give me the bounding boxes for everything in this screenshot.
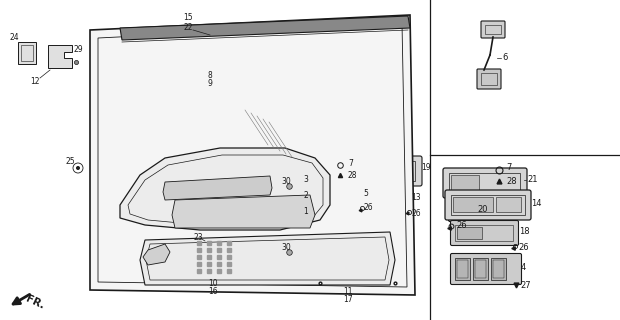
Bar xyxy=(473,258,488,280)
Bar xyxy=(207,154,253,170)
FancyBboxPatch shape xyxy=(443,168,527,198)
Bar xyxy=(308,216,326,226)
FancyBboxPatch shape xyxy=(323,156,422,186)
Bar xyxy=(449,173,520,193)
FancyBboxPatch shape xyxy=(448,198,476,221)
Text: 20: 20 xyxy=(477,205,487,214)
Text: 22: 22 xyxy=(184,22,193,31)
Bar xyxy=(365,190,410,220)
Text: 6: 6 xyxy=(502,53,507,62)
Bar xyxy=(306,214,328,228)
Text: 25: 25 xyxy=(65,157,74,166)
Bar xyxy=(368,193,407,217)
Text: 9: 9 xyxy=(207,78,212,87)
Text: 23: 23 xyxy=(193,233,203,242)
Text: 29: 29 xyxy=(73,45,82,54)
Text: 16: 16 xyxy=(208,287,218,297)
Text: 17: 17 xyxy=(343,294,353,303)
FancyBboxPatch shape xyxy=(192,235,246,279)
Bar xyxy=(493,260,504,278)
Bar xyxy=(455,258,470,280)
Bar xyxy=(453,197,493,212)
Bar xyxy=(343,193,361,209)
Bar xyxy=(308,200,326,210)
Bar xyxy=(496,197,521,212)
Text: 19: 19 xyxy=(421,164,431,172)
Bar xyxy=(18,42,36,64)
Text: 12: 12 xyxy=(30,77,40,86)
Text: 2: 2 xyxy=(303,191,308,201)
FancyBboxPatch shape xyxy=(445,190,531,220)
Bar xyxy=(457,227,482,239)
Bar xyxy=(308,184,326,194)
Bar xyxy=(451,195,525,215)
Polygon shape xyxy=(120,16,410,40)
Text: 11: 11 xyxy=(343,286,353,295)
Polygon shape xyxy=(90,15,415,295)
Text: 21: 21 xyxy=(527,175,538,185)
FancyBboxPatch shape xyxy=(451,253,521,284)
Polygon shape xyxy=(172,195,315,228)
Text: 3: 3 xyxy=(303,175,308,185)
Polygon shape xyxy=(163,176,272,200)
Text: 7: 7 xyxy=(506,164,511,172)
Bar xyxy=(205,152,255,172)
Text: 18: 18 xyxy=(519,228,529,236)
Bar xyxy=(370,195,386,205)
Polygon shape xyxy=(48,45,72,68)
Bar xyxy=(453,203,471,217)
Bar xyxy=(306,198,328,212)
Text: 28: 28 xyxy=(348,171,358,180)
Bar xyxy=(345,195,359,207)
Text: 7: 7 xyxy=(348,158,353,167)
Bar xyxy=(491,258,506,280)
Text: 8: 8 xyxy=(207,70,212,79)
Text: 30: 30 xyxy=(281,244,291,252)
Text: 26: 26 xyxy=(411,209,420,218)
Bar xyxy=(312,244,404,281)
Bar xyxy=(451,175,479,190)
Text: 26: 26 xyxy=(456,221,467,230)
Text: 24: 24 xyxy=(10,34,20,43)
Bar xyxy=(332,163,367,177)
Bar xyxy=(329,161,415,181)
Bar xyxy=(306,182,328,196)
Bar xyxy=(475,260,486,278)
FancyBboxPatch shape xyxy=(477,69,501,89)
FancyBboxPatch shape xyxy=(481,21,505,38)
Text: 27: 27 xyxy=(520,282,531,291)
Bar xyxy=(390,195,400,205)
Circle shape xyxy=(76,166,80,170)
Text: 30: 30 xyxy=(281,178,291,187)
Text: 10: 10 xyxy=(208,279,218,289)
Polygon shape xyxy=(120,148,330,230)
Polygon shape xyxy=(143,244,170,265)
Text: 13: 13 xyxy=(411,194,420,203)
Bar xyxy=(21,45,33,61)
Text: 26: 26 xyxy=(518,243,529,252)
Text: 5: 5 xyxy=(363,189,368,198)
FancyBboxPatch shape xyxy=(305,237,411,288)
Text: 1: 1 xyxy=(303,207,308,217)
Text: 26: 26 xyxy=(364,204,374,212)
Bar xyxy=(485,25,501,34)
Text: 15: 15 xyxy=(183,13,193,22)
Bar xyxy=(455,225,513,241)
FancyBboxPatch shape xyxy=(451,220,518,245)
Text: 28: 28 xyxy=(506,177,516,186)
Text: 4: 4 xyxy=(521,263,526,273)
Polygon shape xyxy=(140,232,395,285)
Text: FR.: FR. xyxy=(24,293,46,311)
Bar xyxy=(457,260,468,278)
Text: 14: 14 xyxy=(531,198,541,207)
Bar xyxy=(481,73,497,85)
